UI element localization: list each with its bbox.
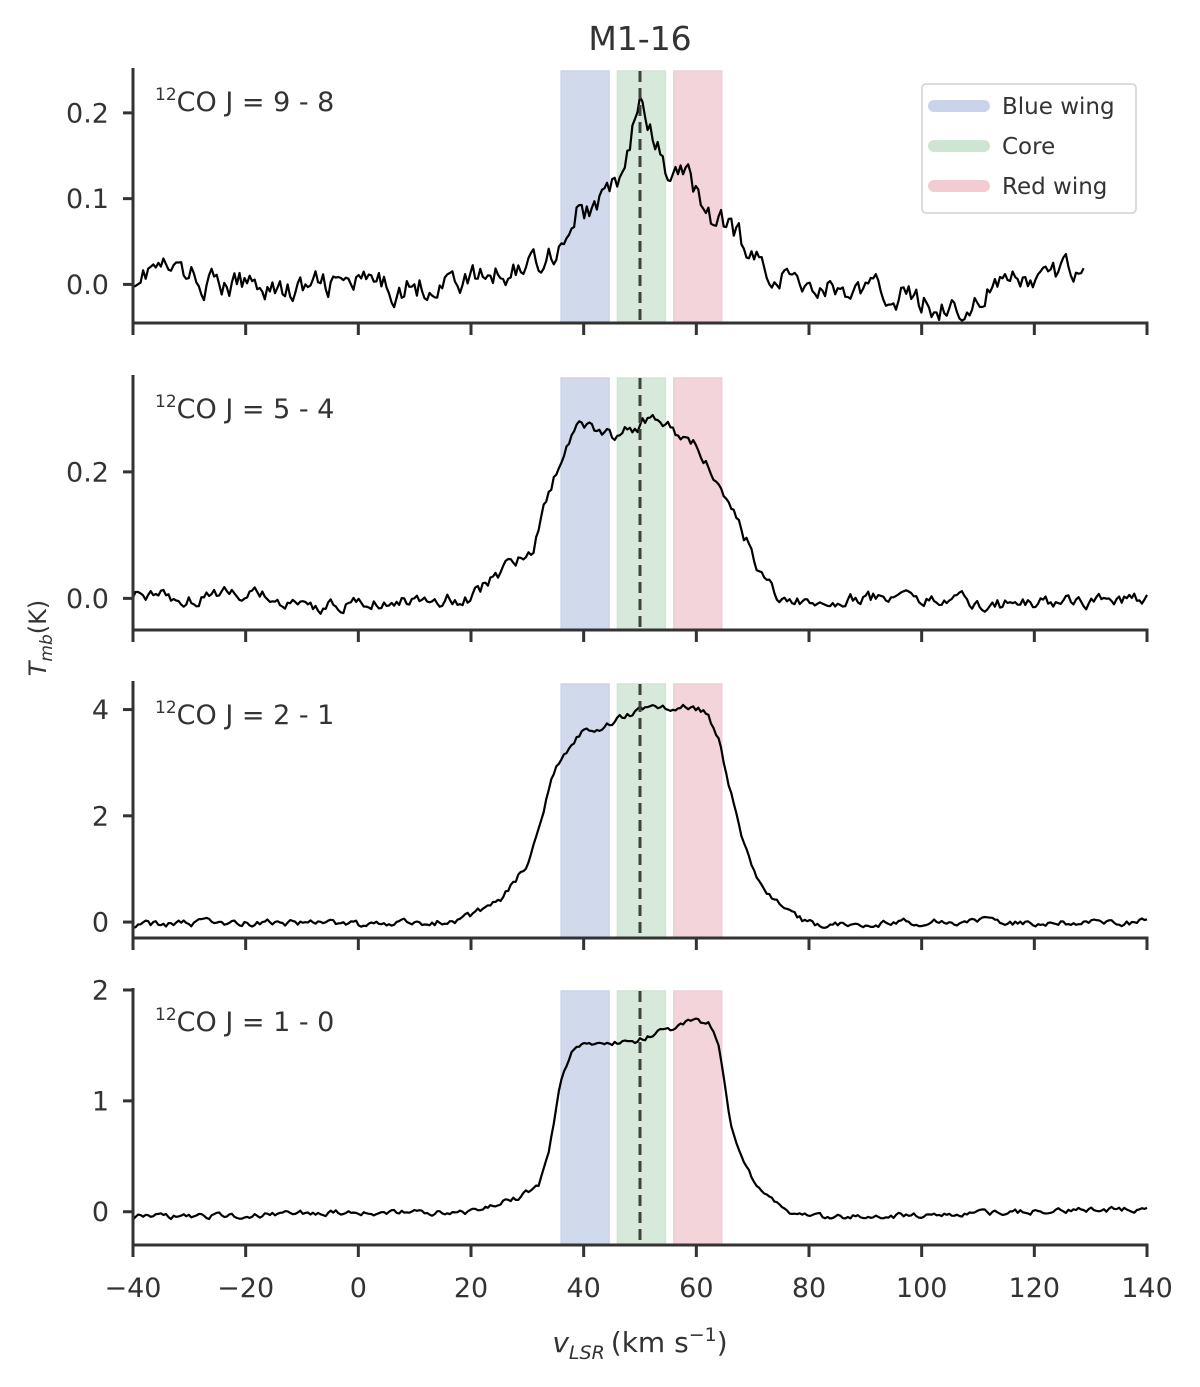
x-tick-label: 40 xyxy=(566,1273,600,1304)
band-blue-wing xyxy=(560,683,610,939)
y-tick-label: 2 xyxy=(92,801,109,832)
x-tick-label: −20 xyxy=(217,1273,274,1304)
spectrum-line xyxy=(132,95,1085,322)
legend-label: Core xyxy=(1002,134,1055,160)
panel-4: 0 1 2 −40 −20 0 20 40 60 80 100 120 140 12CO J = 1 - … xyxy=(92,976,1173,1305)
x-tick-label: 0 xyxy=(350,1273,367,1304)
y-tick-label: 0.2 xyxy=(66,98,109,129)
y-tick-label: 0.2 xyxy=(66,457,109,488)
y-tick-label: 0.1 xyxy=(66,184,109,215)
panel-3: 0 2 4 12CO J = 2 - 1 xyxy=(92,681,1149,950)
panel-2: 0.0 0.2 12CO J = 5 - 4 xyxy=(66,375,1149,642)
panel-label: 12CO J = 5 - 4 xyxy=(155,392,334,425)
y-tick-label: 0.0 xyxy=(66,270,109,301)
x-tick-label: −40 xyxy=(105,1273,162,1304)
panel-label: 12CO J = 1 - 0 xyxy=(155,1005,334,1038)
y-tick-label: 0.0 xyxy=(66,584,109,615)
y-tick-label: 0 xyxy=(92,908,109,939)
y-tick-label: 1 xyxy=(92,1086,109,1117)
y-tick-label: 0 xyxy=(92,1197,109,1228)
band-red-wing xyxy=(673,990,723,1246)
x-tick-label: 100 xyxy=(896,1273,948,1304)
panel-1: 0.0 0.1 0.2 12CO J = 9 - 8 xyxy=(66,68,1149,335)
chart-title: M1-16 xyxy=(588,19,691,58)
panel-label: 12CO J = 9 - 8 xyxy=(155,85,334,118)
spectrum-line xyxy=(131,413,1148,615)
band-blue-wing xyxy=(560,70,610,324)
legend: Blue wing Core Red wing xyxy=(921,83,1137,214)
panel-label: 12CO J = 2 - 1 xyxy=(155,698,334,731)
legend-label: Blue wing xyxy=(1002,94,1115,120)
band-red-wing xyxy=(673,70,723,324)
x-tick-label: 140 xyxy=(1121,1273,1173,1304)
legend-label: Red wing xyxy=(1002,174,1107,200)
x-tick-label: 20 xyxy=(454,1273,488,1304)
y-tick-label: 2 xyxy=(92,976,109,1007)
y-tick-label: 4 xyxy=(92,695,109,726)
band-blue-wing xyxy=(560,377,610,631)
spectrum-line xyxy=(132,1017,1148,1221)
x-tick-label: 60 xyxy=(679,1273,713,1304)
band-red-wing xyxy=(673,377,723,631)
y-axis-label: Tmb(K) xyxy=(24,600,57,677)
band-blue-wing xyxy=(560,990,610,1246)
x-tick-label: 80 xyxy=(792,1273,826,1304)
x-tick-label: 120 xyxy=(1009,1273,1061,1304)
band-red-wing xyxy=(673,683,723,939)
x-axis-label: vLSR (km s−1) xyxy=(552,1324,727,1364)
